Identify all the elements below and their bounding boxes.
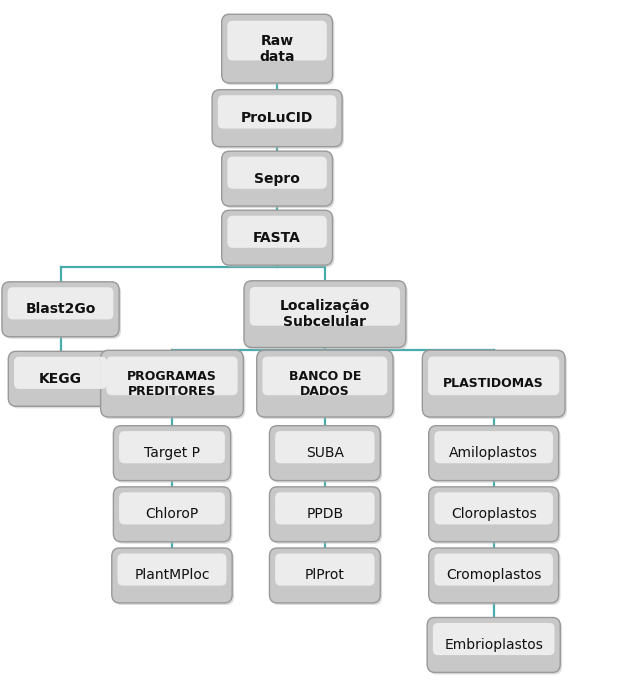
FancyBboxPatch shape xyxy=(2,282,119,336)
FancyBboxPatch shape xyxy=(8,287,113,320)
FancyBboxPatch shape xyxy=(250,287,400,326)
FancyBboxPatch shape xyxy=(434,553,553,586)
FancyBboxPatch shape xyxy=(119,492,225,525)
FancyBboxPatch shape xyxy=(10,353,115,408)
Text: Target P: Target P xyxy=(144,446,200,460)
FancyBboxPatch shape xyxy=(275,431,375,464)
FancyBboxPatch shape xyxy=(275,492,375,525)
FancyBboxPatch shape xyxy=(227,156,327,189)
FancyBboxPatch shape xyxy=(218,95,336,129)
Text: PROGRAMAS
PREDITORES: PROGRAMAS PREDITORES xyxy=(127,370,217,398)
FancyBboxPatch shape xyxy=(103,352,245,419)
FancyBboxPatch shape xyxy=(257,350,393,417)
FancyBboxPatch shape xyxy=(429,486,559,542)
FancyBboxPatch shape xyxy=(424,352,567,419)
FancyBboxPatch shape xyxy=(244,281,406,348)
FancyBboxPatch shape xyxy=(262,357,387,395)
FancyBboxPatch shape xyxy=(428,357,559,395)
FancyBboxPatch shape xyxy=(113,550,234,605)
Text: Cromoplastos: Cromoplastos xyxy=(446,569,541,582)
FancyBboxPatch shape xyxy=(429,548,559,603)
Text: ProLuCID: ProLuCID xyxy=(241,111,313,125)
FancyBboxPatch shape xyxy=(224,154,334,208)
Text: PLASTIDOMAS: PLASTIDOMAS xyxy=(443,377,544,390)
FancyBboxPatch shape xyxy=(271,550,382,605)
FancyBboxPatch shape xyxy=(115,489,233,543)
FancyBboxPatch shape xyxy=(269,425,380,481)
FancyBboxPatch shape xyxy=(246,283,408,350)
FancyBboxPatch shape xyxy=(259,352,395,419)
FancyBboxPatch shape xyxy=(224,16,334,85)
FancyBboxPatch shape xyxy=(119,431,225,464)
Text: PlantMPloc: PlantMPloc xyxy=(134,569,210,582)
Text: Blast2Go: Blast2Go xyxy=(25,302,96,316)
FancyBboxPatch shape xyxy=(4,284,121,338)
Text: Sepro: Sepro xyxy=(254,172,300,186)
FancyBboxPatch shape xyxy=(271,428,382,483)
FancyBboxPatch shape xyxy=(101,350,243,417)
Text: Cloroplastos: Cloroplastos xyxy=(451,507,536,521)
FancyBboxPatch shape xyxy=(214,92,344,149)
Text: SUBA: SUBA xyxy=(306,446,344,460)
FancyBboxPatch shape xyxy=(429,425,559,481)
Text: PlProt: PlProt xyxy=(305,569,345,582)
FancyBboxPatch shape xyxy=(227,21,327,60)
FancyBboxPatch shape xyxy=(113,425,231,481)
FancyBboxPatch shape xyxy=(275,553,375,586)
FancyBboxPatch shape xyxy=(427,617,561,673)
Text: BANCO DE
DADOS: BANCO DE DADOS xyxy=(289,370,361,398)
Text: KEGG: KEGG xyxy=(39,372,82,386)
FancyBboxPatch shape xyxy=(422,350,565,417)
FancyBboxPatch shape xyxy=(212,90,342,147)
FancyBboxPatch shape xyxy=(106,357,238,395)
FancyBboxPatch shape xyxy=(434,431,553,464)
FancyBboxPatch shape xyxy=(431,428,561,483)
FancyBboxPatch shape xyxy=(222,152,333,206)
FancyBboxPatch shape xyxy=(113,486,231,542)
FancyBboxPatch shape xyxy=(429,620,562,674)
Text: Localização
Subcelular: Localização Subcelular xyxy=(280,299,370,329)
FancyBboxPatch shape xyxy=(117,553,227,586)
FancyBboxPatch shape xyxy=(115,428,233,483)
Text: Raw
data: Raw data xyxy=(259,33,295,64)
FancyBboxPatch shape xyxy=(269,486,380,542)
FancyBboxPatch shape xyxy=(269,548,380,603)
FancyBboxPatch shape xyxy=(431,550,561,605)
FancyBboxPatch shape xyxy=(431,489,561,543)
FancyBboxPatch shape xyxy=(14,357,107,389)
FancyBboxPatch shape xyxy=(224,213,334,267)
Text: ChloroP: ChloroP xyxy=(145,507,199,521)
FancyBboxPatch shape xyxy=(222,14,333,83)
FancyBboxPatch shape xyxy=(222,210,333,265)
FancyBboxPatch shape xyxy=(433,623,554,655)
FancyBboxPatch shape xyxy=(227,215,327,248)
FancyBboxPatch shape xyxy=(434,492,553,525)
FancyBboxPatch shape xyxy=(112,548,232,603)
Text: Amiloplastos: Amiloplastos xyxy=(449,446,538,460)
FancyBboxPatch shape xyxy=(271,489,382,543)
FancyBboxPatch shape xyxy=(8,351,113,406)
Text: PPDB: PPDB xyxy=(306,507,343,521)
Text: Embrioplastos: Embrioplastos xyxy=(444,638,543,652)
Text: FASTA: FASTA xyxy=(253,231,301,245)
